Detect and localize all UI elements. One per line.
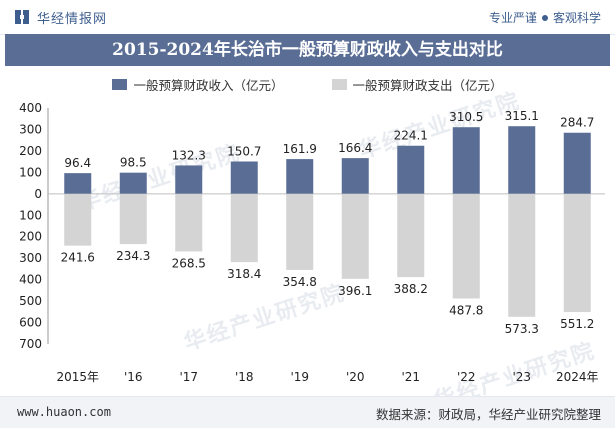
y-tick-label: 100 bbox=[19, 165, 42, 179]
legend-label-income: 一般预算财政收入（亿元） bbox=[133, 77, 284, 93]
x-tick-label: '21 bbox=[401, 370, 420, 384]
tagline: 专业严谨 客观科学 bbox=[489, 9, 601, 26]
x-tick-label: 2024年 bbox=[556, 370, 599, 384]
expense-bar bbox=[119, 193, 147, 245]
expense-value-label: 551.2 bbox=[560, 317, 594, 331]
brand-logo-icon bbox=[15, 10, 29, 24]
income-value-label: 132.3 bbox=[172, 148, 206, 162]
income-bar bbox=[286, 159, 314, 194]
expense-bar bbox=[563, 193, 591, 313]
legend-swatch-income bbox=[112, 78, 128, 90]
income-value-label: 310.5 bbox=[449, 110, 483, 124]
x-tick-label: '20 bbox=[346, 370, 365, 384]
y-tick-label: 500 bbox=[19, 294, 42, 308]
expense-value-label: 396.1 bbox=[338, 284, 372, 298]
tagline-left: 专业严谨 bbox=[488, 11, 537, 25]
income-value-label: 98.5 bbox=[120, 156, 147, 170]
expense-value-label: 487.8 bbox=[449, 303, 483, 317]
expense-value-label: 354.8 bbox=[283, 275, 317, 289]
income-bar bbox=[230, 161, 258, 194]
income-bar bbox=[119, 172, 147, 194]
expense-value-label: 234.3 bbox=[116, 249, 150, 263]
expense-bar bbox=[341, 193, 369, 279]
expense-bar bbox=[508, 193, 536, 317]
brand-name: 华经情报网 bbox=[37, 11, 108, 27]
expense-value-label: 388.2 bbox=[394, 282, 428, 296]
x-tick-label: '19 bbox=[290, 370, 309, 384]
income-value-label: 284.7 bbox=[560, 116, 594, 130]
y-tick-label: 0 bbox=[34, 187, 42, 201]
chart-legend: 一般预算财政收入（亿元） 一般预算财政支出（亿元） bbox=[0, 74, 615, 94]
legend-label-expense: 一般预算财政支出（亿元） bbox=[352, 77, 503, 93]
income-bar bbox=[64, 173, 92, 194]
income-value-label: 96.4 bbox=[64, 156, 91, 170]
y-tick-label: 600 bbox=[19, 316, 42, 330]
footer: www.huaon.com 数据来源：财政局，华经产业研究院整理 bbox=[0, 396, 615, 428]
expense-bar bbox=[452, 193, 480, 299]
income-bar bbox=[175, 165, 203, 194]
brand[interactable]: 华经情报网 bbox=[14, 7, 107, 27]
income-bar bbox=[452, 127, 480, 194]
expense-bar bbox=[64, 193, 92, 246]
income-bar bbox=[508, 126, 536, 194]
expense-value-label: 268.5 bbox=[172, 256, 206, 270]
income-value-label: 166.4 bbox=[338, 141, 372, 155]
x-tick-label: '22 bbox=[457, 370, 476, 384]
x-tick-label: '17 bbox=[179, 370, 198, 384]
income-bar bbox=[341, 158, 369, 194]
y-tick-label: 100 bbox=[19, 208, 42, 222]
legend-swatch-expense bbox=[331, 78, 347, 90]
expense-bar bbox=[230, 193, 258, 263]
y-tick-label: 400 bbox=[19, 101, 42, 115]
x-tick-label: '18 bbox=[235, 370, 254, 384]
title-bar: 2015-2024年长治市一般预算财政收入与支出对比 bbox=[5, 34, 610, 66]
expense-value-label: 573.3 bbox=[505, 322, 539, 336]
footer-source: 数据来源：财政局，华经产业研究院整理 bbox=[375, 407, 601, 422]
top-bar: 华经情报网 专业严谨 客观科学 bbox=[0, 0, 615, 35]
expense-bar bbox=[286, 193, 314, 270]
expense-value-label: 241.6 bbox=[61, 251, 95, 265]
expense-bar bbox=[175, 193, 203, 252]
income-value-label: 315.1 bbox=[505, 109, 539, 123]
footer-website[interactable]: www.huaon.com bbox=[17, 405, 111, 419]
y-tick-label: 300 bbox=[19, 251, 42, 265]
y-tick-label: 400 bbox=[19, 273, 42, 287]
expense-value-label: 318.4 bbox=[227, 267, 261, 281]
y-tick-label: 300 bbox=[19, 122, 42, 136]
income-value-label: 150.7 bbox=[227, 144, 261, 158]
legend-item-expense: 一般预算财政支出（亿元） bbox=[331, 74, 503, 94]
y-tick-label: 200 bbox=[19, 144, 42, 158]
income-value-label: 224.1 bbox=[394, 129, 428, 143]
income-bar bbox=[397, 145, 425, 194]
expense-bar bbox=[397, 193, 425, 278]
x-tick-label: '23 bbox=[512, 370, 531, 384]
bullet-dot-icon bbox=[541, 14, 548, 21]
y-tick-label: 700 bbox=[19, 337, 42, 351]
income-bar bbox=[563, 132, 591, 194]
chart-title: 2015-2024年长治市一般预算财政收入与支出对比 bbox=[112, 40, 503, 60]
x-tick-label: 2015年 bbox=[56, 370, 99, 384]
x-tick-label: '16 bbox=[124, 370, 143, 384]
y-tick-label: 200 bbox=[19, 230, 42, 244]
income-value-label: 161.9 bbox=[283, 142, 317, 156]
tagline-right: 客观科学 bbox=[552, 11, 601, 25]
legend-item-income: 一般预算财政收入（亿元） bbox=[112, 74, 284, 94]
